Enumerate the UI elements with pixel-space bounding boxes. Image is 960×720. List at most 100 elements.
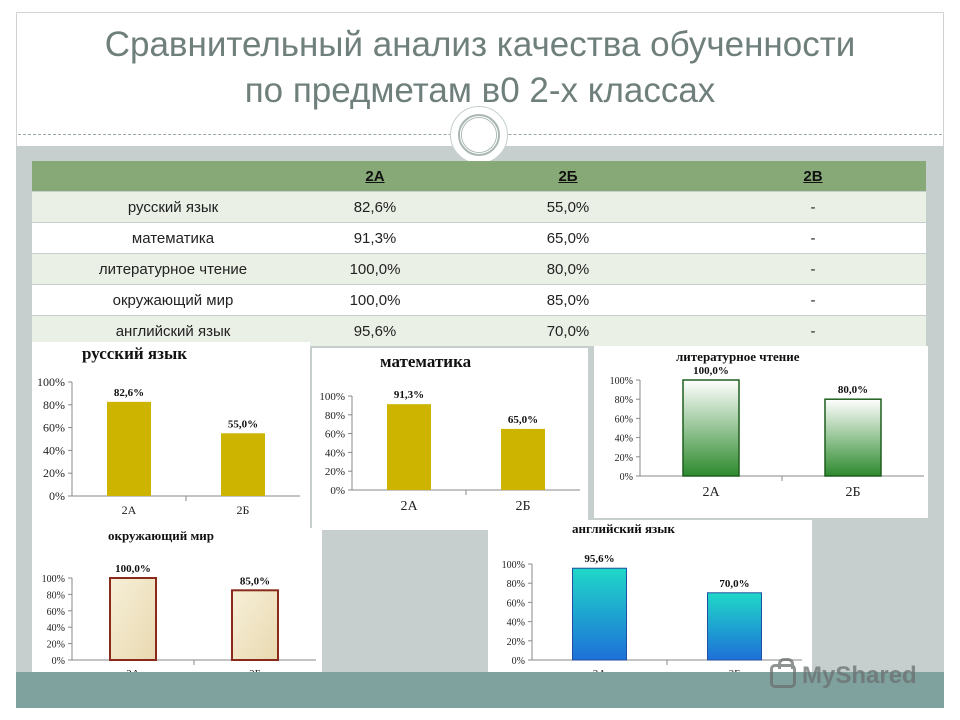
y-tick-label: 40% [615,434,633,445]
chart-title: английский язык [572,521,675,536]
table-row: русский язык 82,6% 55,0% - [32,191,926,223]
category-label: 2А [122,503,137,517]
table-row: математика 91,3% 65,0% - [32,222,926,254]
chart-title: математика [380,352,472,371]
table-header-cell: 2А [314,161,436,192]
table-cell: математика [32,222,314,254]
table-cell: - [700,253,926,285]
table-cell: 65,0% [436,222,700,254]
y-tick-label: 0% [330,485,345,497]
y-tick-label: 0% [620,472,633,483]
y-tick-label: 0% [512,656,525,667]
category-label: 2Б [515,499,530,514]
watermark-text: MyShared [802,662,917,689]
data-label: 55,0% [228,418,258,430]
y-tick-label: 60% [507,598,525,609]
table-cell: 55,0% [436,191,700,223]
data-label: 85,0% [240,575,270,587]
table-cell: 95,6% [314,315,436,346]
table-header-cell: 2В [700,161,926,192]
data-label: 100,0% [693,365,729,377]
table-cell: - [700,191,926,223]
table-cell: литературное чтение [32,253,314,285]
table-row: английский язык 95,6% 70,0% - [32,315,926,346]
y-tick-label: 0% [49,489,65,503]
data-label: 80,0% [838,384,868,396]
chart-math: математика 0% 20% 40% 60% 80% 100% 91,3% 2А 65,0… [312,348,588,530]
table-cell: 82,6% [314,191,436,223]
slide-title-line1: Сравнительный анализ качества обученност… [104,25,856,64]
table-cell: английский язык [32,315,314,346]
chart-literature: литературное чтение 0% 20% 40% 60% 80% 100% 10… [594,346,928,518]
results-table: 2А 2Б 2В русский язык 82,6% 55,0% - мате… [32,161,926,346]
table-cell: 100,0% [314,253,436,285]
chart-russian: русский язык 0% 20% 40% 60% 80% 100% 82,6% 2А 55… [32,342,310,530]
table-cell: 100,0% [314,284,436,316]
data-label: 91,3% [394,389,424,401]
footer-bar [16,672,944,708]
bar [107,401,151,496]
y-tick-label: 20% [615,453,633,464]
y-tick-label: 40% [325,447,345,459]
chart-svg: 0% 20% 40% 60% 80% 100% 91,3% 2А 65,0% 2Б [319,389,580,514]
data-label: 95,6% [584,553,614,565]
bar [707,592,762,661]
y-tick-label: 0% [52,656,65,667]
chart-title: окружающий мир [108,528,215,543]
y-tick-label: 80% [43,398,65,412]
y-tick-label: 20% [43,466,65,480]
table-cell: окружающий мир [32,284,314,316]
data-label: 82,6% [114,387,144,399]
bar [824,398,882,477]
y-tick-label: 100% [319,391,345,403]
table-header-cell: 2Б [436,161,700,192]
table-header-cell [32,161,314,192]
y-tick-label: 20% [507,637,525,648]
data-label: 65,0% [508,414,538,426]
y-tick-label: 60% [615,414,633,425]
y-tick-label: 80% [325,410,345,422]
y-tick-label: 20% [47,640,65,651]
y-tick-label: 80% [507,579,525,590]
chart-title: литературное чтение [676,349,800,364]
table-cell: русский язык [32,191,314,223]
bar [387,404,431,490]
bar [109,577,157,661]
bar [682,379,740,477]
chart-svg: 0% 20% 40% 60% 80% 100% 82,6% 2А 55,0% 2Б [37,375,300,517]
table-cell: - [700,315,926,346]
chart-title: русский язык [82,344,188,363]
table-cell: 80,0% [436,253,700,285]
y-tick-label: 100% [42,574,65,585]
category-label: 2Б [237,503,250,517]
briefcase-icon [770,658,796,688]
y-tick-label: 40% [47,623,65,634]
table-cell: 91,3% [314,222,436,254]
table-cell: 70,0% [436,315,700,346]
category-label: 2А [702,485,720,500]
chart-svg: 0% 20% 40% 60% 80% 100% 100,0% 2А 80,0% 2Б [610,365,924,500]
ring-ornament-icon [450,106,508,164]
category-label: 2А [400,499,418,514]
y-tick-label: 60% [47,607,65,618]
y-tick-label: 40% [507,618,525,629]
chart-world: окружающий мир 0%20%40%60%80%100%100,0%2… [32,528,322,688]
table-header-row: 2А 2Б 2В [32,161,926,192]
slide-title: Сравнительный анализ качества обученност… [30,22,930,114]
table-cell: - [700,284,926,316]
y-tick-label: 20% [325,466,345,478]
slide-title-line2: по предметам в0 2-х классах [244,71,716,110]
y-tick-label: 60% [325,429,345,441]
y-tick-label: 60% [43,421,65,435]
bar [221,433,265,496]
bar [231,589,279,661]
table-row: литературное чтение 100,0% 80,0% - [32,253,926,285]
table-cell: - [700,222,926,254]
category-label: 2Б [845,485,860,500]
bar [501,428,545,490]
chart-svg: 0%20%40%60%80%100%95,6%2А70,0%2Б [502,553,802,680]
chart-english: английский язык 0%20%40%60%80%100%95,6%2… [488,520,812,688]
chart-svg: 0%20%40%60%80%100%100,0%2А85,0%2Б [42,563,316,680]
y-tick-label: 40% [43,443,65,457]
data-label: 70,0% [719,578,749,590]
